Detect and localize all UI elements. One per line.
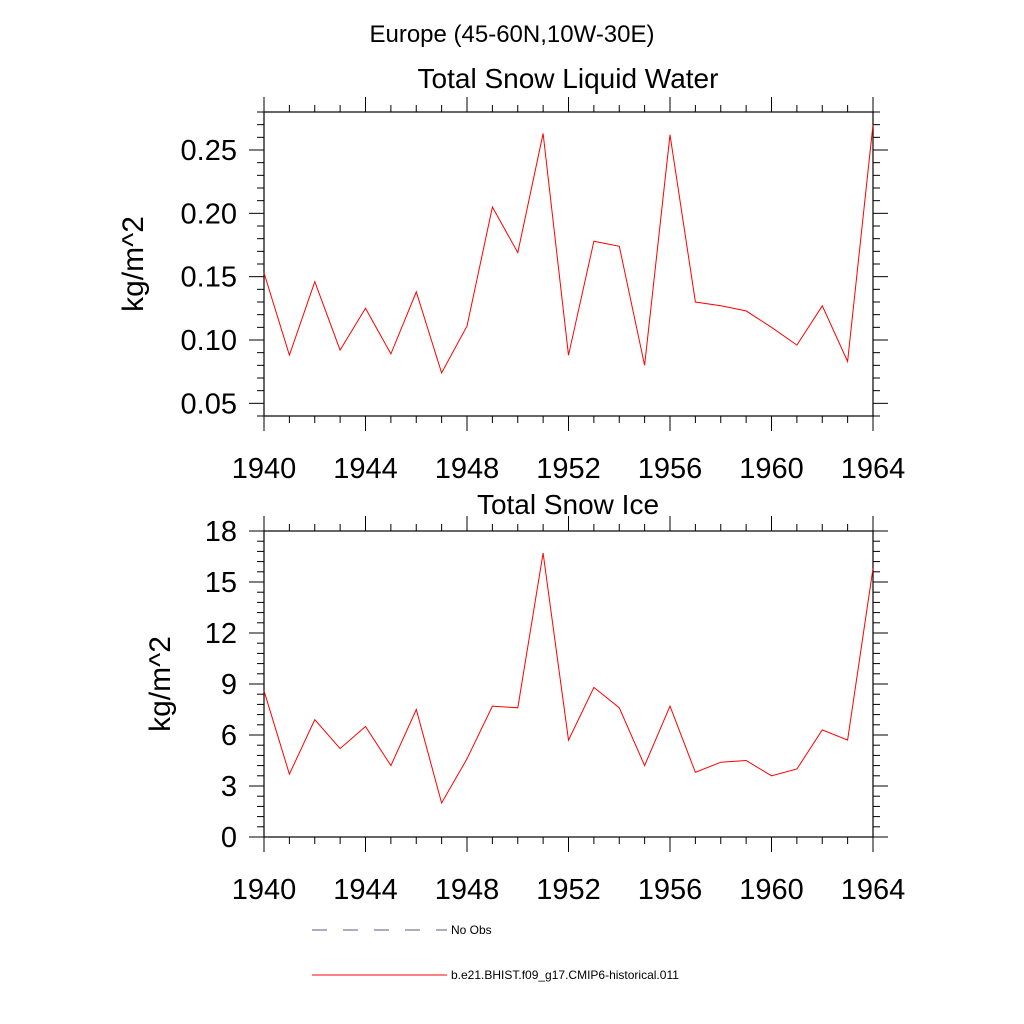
x-tick-label: 1940 [232, 874, 297, 906]
y-tick-label: 18 [205, 516, 237, 548]
x-tick-label: 1940 [232, 453, 297, 485]
y-tick-label: 9 [221, 669, 237, 701]
legend: No Obs b.e21.BHIST.f09_g17.CMIP6-histori… [312, 923, 679, 982]
y-tick-label: 12 [205, 618, 237, 650]
snow-ice-panel: Total Snow Ice kg/m^2 1940 1944 1948 1952 19… [144, 489, 905, 906]
x-tick-label: 1944 [333, 874, 398, 906]
x-tick-label: 1960 [739, 453, 804, 485]
plot-frame [263, 530, 874, 838]
snow-liquid-water-panel: Total Snow Liquid Water kg/m^2 1940 1944 1… [117, 63, 905, 485]
x-tick-label: 1956 [638, 874, 703, 906]
figure-title: Europe (45-60N,10W-30E) [369, 21, 654, 48]
x-tick-label: 1948 [435, 874, 500, 906]
y-tick-label: 0.10 [181, 325, 237, 357]
panel-title: Total Snow Liquid Water [418, 63, 719, 94]
x-tick-label: 1964 [841, 874, 906, 906]
y-axis-label: kg/m^2 [117, 216, 150, 312]
series-line [263, 124, 874, 375]
x-tick-label: 1952 [536, 453, 601, 485]
y-axis-label: kg/m^2 [144, 636, 177, 732]
y-tick-label: 0.20 [181, 198, 237, 230]
y-tick-label: 3 [221, 771, 237, 803]
legend-model-label: b.e21.BHIST.f09_g17.CMIP6-historical.011 [451, 968, 679, 982]
x-tick-label: 1948 [435, 453, 500, 485]
x-tick-label: 1956 [638, 453, 703, 485]
x-tick-label: 1964 [841, 453, 906, 485]
series-line [263, 553, 874, 805]
x-tick-label: 1960 [739, 874, 804, 906]
y-tick-label: 0 [221, 822, 237, 854]
legend-no-obs-label: No Obs [451, 923, 492, 937]
y-tick-label: 15 [205, 567, 237, 599]
y-tick-label: 0.25 [181, 135, 237, 167]
panel-title: Total Snow Ice [477, 489, 659, 520]
y-tick-label: 0.15 [181, 262, 237, 294]
plot-frame [263, 111, 874, 417]
x-tick-label: 1952 [536, 874, 601, 906]
y-tick-label: 0.05 [181, 388, 237, 420]
x-tick-label: 1944 [333, 453, 398, 485]
y-tick-label: 6 [221, 720, 237, 752]
